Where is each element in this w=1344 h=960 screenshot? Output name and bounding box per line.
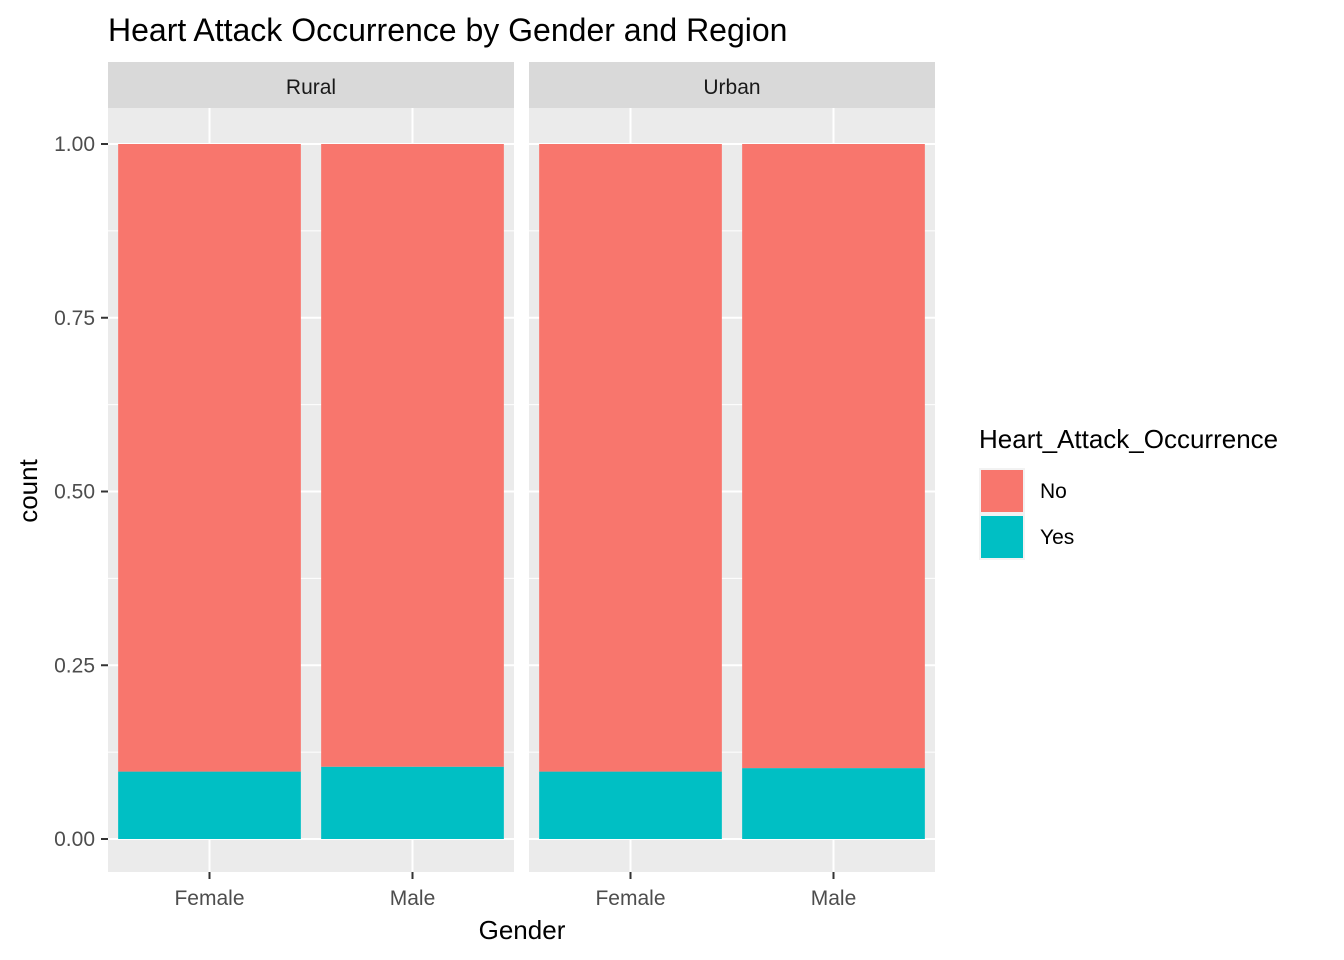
y-tick-label: 0.50 bbox=[54, 481, 95, 504]
bar-urban-male-no bbox=[742, 144, 925, 769]
legend-key-yes bbox=[981, 516, 1023, 558]
chart-title: Heart Attack Occurrence by Gender and Re… bbox=[108, 12, 787, 48]
legend-key-no bbox=[981, 470, 1023, 512]
facet-strip-label: Rural bbox=[286, 76, 336, 99]
x-axis-title: Gender bbox=[479, 915, 566, 945]
y-tick-label: 0.00 bbox=[54, 828, 95, 851]
x-tick-label: Male bbox=[390, 887, 436, 910]
x-tick-label: Female bbox=[595, 887, 665, 910]
bar-urban-female-no bbox=[539, 144, 722, 772]
bar-urban-male-yes bbox=[742, 768, 925, 839]
y-tick-label: 0.75 bbox=[54, 307, 95, 330]
facet-panels: Rural Female Male Urban Female Male bbox=[108, 62, 935, 910]
facet-strip-label: Urban bbox=[703, 76, 760, 99]
bar-rural-male-yes bbox=[321, 766, 504, 839]
bar-rural-male-no bbox=[321, 144, 504, 767]
y-axis-title: count bbox=[13, 458, 43, 522]
facet-panel-rural: Rural Female Male bbox=[108, 62, 514, 910]
y-tick-label: 1.00 bbox=[54, 133, 95, 156]
legend-label-yes: Yes bbox=[1040, 526, 1074, 549]
x-tick-label: Female bbox=[174, 887, 244, 910]
x-tick-label: Male bbox=[811, 887, 857, 910]
y-axis: 0.00 0.25 0.50 0.75 1.00 bbox=[54, 133, 108, 851]
legend: Heart_Attack_Occurrence No Yes bbox=[979, 424, 1278, 560]
facet-strip bbox=[529, 62, 935, 108]
y-tick-label: 0.25 bbox=[54, 654, 95, 677]
bar-rural-female-yes bbox=[118, 771, 301, 839]
legend-label-no: No bbox=[1040, 480, 1067, 503]
bar-urban-female-yes bbox=[539, 771, 722, 839]
bar-rural-female-no bbox=[118, 144, 301, 772]
legend-title: Heart_Attack_Occurrence bbox=[979, 424, 1278, 454]
facet-panel-urban: Urban Female Male bbox=[529, 62, 935, 910]
facet-strip bbox=[108, 62, 514, 108]
